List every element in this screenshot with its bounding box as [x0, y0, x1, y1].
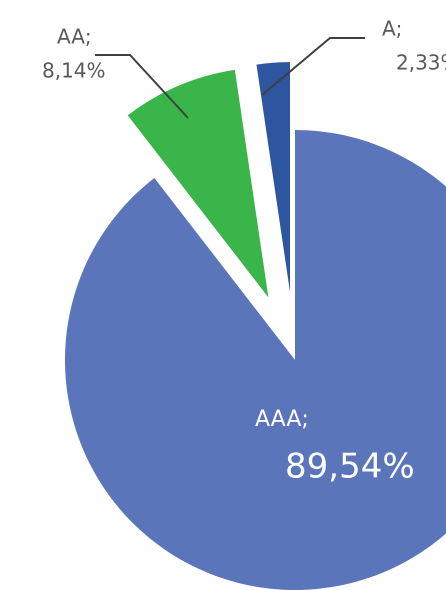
category-label: AA;	[57, 25, 92, 49]
pie-slice	[127, 69, 269, 298]
value-label: 2,33%	[396, 51, 446, 75]
category-label: AAA;	[255, 407, 309, 432]
leader-line	[261, 37, 365, 96]
value-label: 8,14%	[42, 59, 106, 83]
leader-line	[95, 54, 189, 119]
value-label: 89,54%	[285, 447, 415, 487]
category-label: A;	[382, 17, 402, 41]
pie-slice	[65, 130, 446, 590]
pie-slice	[256, 62, 291, 293]
